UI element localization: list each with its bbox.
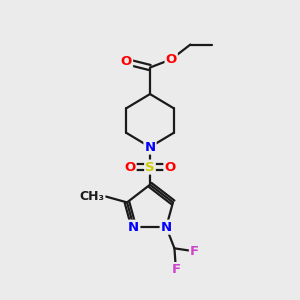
Text: O: O	[164, 160, 175, 174]
Text: O: O	[124, 160, 136, 174]
Text: O: O	[166, 53, 177, 66]
Text: N: N	[144, 141, 156, 154]
Text: F: F	[190, 245, 199, 258]
Text: N: N	[160, 220, 172, 234]
Text: F: F	[171, 263, 181, 276]
Text: CH₃: CH₃	[80, 190, 104, 203]
Text: N: N	[128, 220, 140, 234]
Text: O: O	[121, 55, 132, 68]
Text: S: S	[145, 160, 155, 174]
